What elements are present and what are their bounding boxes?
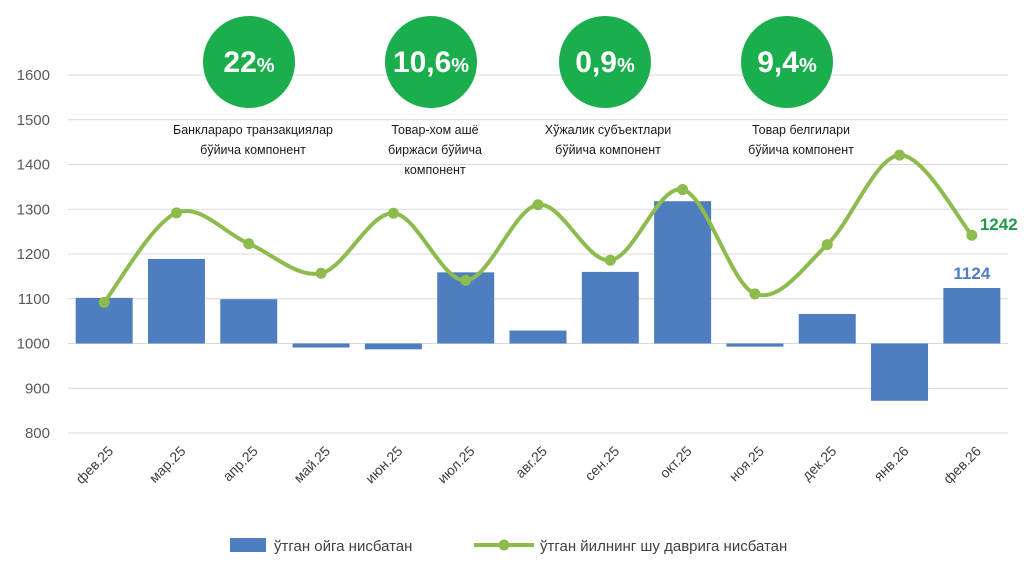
bar (581, 271, 639, 344)
x-tick-label: сен.25 (581, 443, 622, 484)
kpi-caption: бўйича компонент (555, 143, 661, 157)
kpi-value: 22% (223, 46, 274, 79)
y-tick-label: 1300 (17, 201, 50, 218)
bar (292, 343, 350, 348)
kpi-caption: бўйича компонент (200, 143, 306, 157)
y-tick-label: 800 (25, 425, 50, 442)
kpi-caption: Товар белгилари (752, 123, 850, 137)
y-tick-label: 1100 (18, 291, 50, 308)
series-line (102, 153, 974, 304)
kpi-circle (559, 16, 651, 108)
kpi-caption: Товар-хом ашё (391, 123, 478, 137)
y-tick-label: 1500 (17, 112, 50, 129)
kpi-circles: 22% Банклараро транзакциялар бўйича компон… (173, 16, 854, 177)
line-point (677, 184, 689, 196)
y-tick-label: 1000 (17, 336, 50, 353)
legend-swatch-point (498, 539, 510, 551)
line-series: 1242 (98, 149, 1018, 308)
legend-label-line: ўтган йилнинг шу даврига нисбатан (540, 538, 787, 555)
bar-end-label: 1124 (953, 264, 990, 283)
line-point (387, 207, 399, 219)
bar (220, 299, 278, 344)
x-tick-label: мар.25 (146, 443, 189, 486)
x-tick-label: фев.25 (72, 443, 116, 487)
x-tick-label: окт.25 (656, 443, 695, 482)
line-point (966, 229, 978, 241)
bar (798, 313, 856, 344)
x-tick-label: авг.25 (512, 443, 550, 481)
kpi-value: 0,9% (575, 46, 635, 79)
x-tick-label: фев.26 (940, 443, 984, 487)
line-point (460, 274, 472, 286)
x-tick-label: июн.25 (362, 443, 406, 487)
bar (364, 343, 422, 350)
x-tick-label: май.25 (290, 443, 333, 486)
kpi-caption: Банклараро транзакциялар (173, 123, 333, 137)
kpi-caption: компонент (404, 163, 466, 177)
y-axis-ticks: 800 900 1000 1100 1200 1300 1400 1500 1600 (17, 67, 50, 442)
line-end-label: 1242 (980, 215, 1018, 234)
kpi-value: 9,4% (757, 46, 817, 79)
line-point (821, 239, 833, 251)
line-point (98, 296, 110, 308)
y-tick-label: 1200 (17, 246, 50, 263)
bar (147, 258, 205, 344)
kpi-caption: биржаси бўйича (388, 143, 482, 157)
legend-swatch-bar (230, 538, 266, 552)
bar (943, 288, 1001, 344)
kpi-circle (385, 16, 477, 108)
line-point (749, 288, 761, 300)
line-point (243, 238, 255, 250)
kpi-caption: Хўжалик субъектлари (545, 123, 672, 137)
y-tick-label: 1400 (17, 157, 50, 174)
bar-series: 1124 (75, 201, 1001, 401)
x-axis-ticks: фев.25 мар.25 апр.25 май.25 июн.25 июл.25 авг.… (72, 443, 984, 487)
x-tick-label: янв.26 (870, 443, 911, 484)
legend-label-bar: ўтган ойга нисбатан (274, 538, 412, 555)
x-tick-label: дек.25 (799, 443, 840, 484)
bar (654, 201, 712, 344)
line-point (894, 149, 906, 161)
legend: ўтган ойга нисбатан ўтган йилнинг шу давр… (230, 538, 787, 555)
y-tick-label: 900 (25, 380, 50, 397)
line-point (604, 254, 616, 266)
line-point (532, 199, 544, 211)
kpi-value: 10,6% (393, 46, 469, 79)
bar (509, 330, 567, 344)
line-point (170, 207, 182, 219)
kpi-circle (203, 16, 295, 108)
kpi-caption: бўйича компонент (748, 143, 854, 157)
y-tick-label: 1600 (17, 67, 50, 84)
kpi-circle (741, 16, 833, 108)
bar (871, 343, 929, 401)
x-tick-label: апр.25 (219, 443, 261, 485)
line-point (315, 267, 327, 279)
x-tick-label: июл.25 (434, 443, 478, 487)
bar (726, 343, 784, 347)
x-tick-label: ноя.25 (726, 443, 768, 485)
